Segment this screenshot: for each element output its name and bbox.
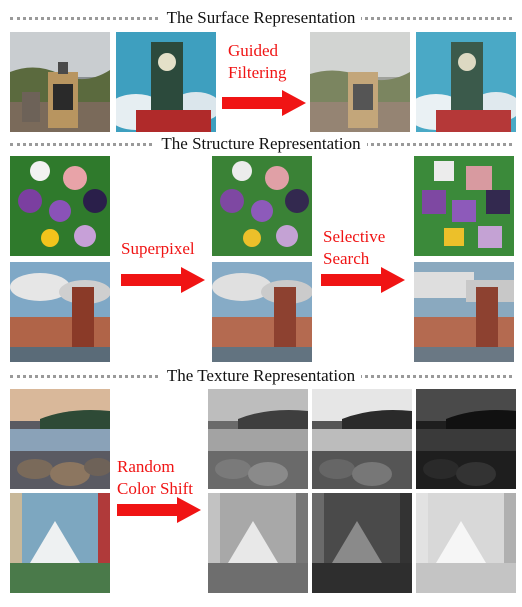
mountain-mural-gray-1 bbox=[208, 493, 308, 593]
mountain-mural-gray-2 bbox=[312, 493, 412, 593]
surface-title: The Surface Representation bbox=[160, 8, 362, 27]
iris-flowers-superpixel bbox=[212, 156, 312, 256]
rocky-shore-photo bbox=[10, 389, 110, 489]
rocky-shore-gray-3 bbox=[416, 389, 516, 489]
texture-title: The Texture Representation bbox=[160, 366, 362, 385]
structure-title: The Structure Representation bbox=[155, 134, 367, 153]
superpixel-arrow-icon bbox=[121, 267, 205, 293]
clock-tower-photo bbox=[116, 32, 216, 132]
mountain-mural-gray-3 bbox=[416, 493, 516, 593]
structure-header: The Structure Representation bbox=[10, 134, 512, 154]
city-waterfront-photo bbox=[10, 262, 110, 362]
superpixel-label: Superpixel bbox=[121, 239, 195, 258]
clock-tower-smoothed bbox=[416, 32, 516, 132]
monument-smoothed bbox=[310, 32, 410, 132]
surface-header: The Surface Representation bbox=[10, 8, 512, 28]
selective-search-label: Selective Search bbox=[323, 227, 386, 268]
random-color-shift-label: Random Color Shift bbox=[117, 457, 194, 498]
rocky-shore-gray-1 bbox=[208, 389, 308, 489]
city-waterfront-structure bbox=[414, 262, 514, 362]
rocky-shore-gray-2 bbox=[312, 389, 412, 489]
texture-header: The Texture Representation bbox=[10, 366, 512, 386]
selective-search-arrow-icon bbox=[321, 267, 405, 293]
iris-flowers-photo bbox=[10, 156, 110, 256]
color-shift-arrow-icon bbox=[117, 497, 201, 523]
mountain-mural-photo bbox=[10, 493, 110, 593]
monument-photo bbox=[10, 32, 110, 132]
surface-arrow-icon bbox=[222, 90, 306, 116]
guided-filtering-label: Guided Filtering bbox=[228, 41, 287, 82]
iris-flowers-structure bbox=[414, 156, 514, 256]
city-waterfront-superpixel bbox=[212, 262, 312, 362]
